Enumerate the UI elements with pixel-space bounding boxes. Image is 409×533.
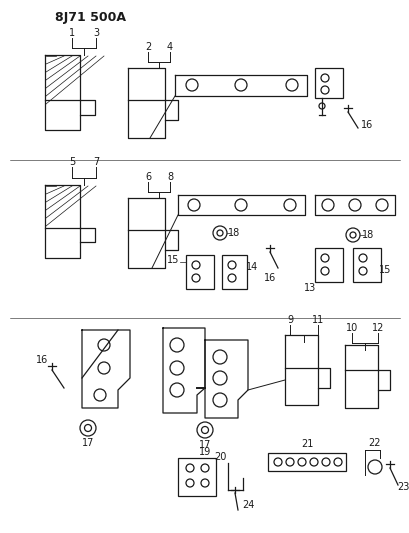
Polygon shape [128, 68, 178, 138]
Text: 24: 24 [241, 500, 254, 510]
Text: 17: 17 [198, 440, 211, 450]
Polygon shape [204, 340, 247, 418]
Polygon shape [45, 185, 95, 258]
Bar [178, 458, 216, 496]
Text: 2: 2 [144, 42, 151, 52]
Text: 20: 20 [213, 452, 226, 462]
Text: 7: 7 [93, 157, 99, 167]
Polygon shape [82, 330, 130, 408]
Bar [186, 255, 213, 289]
Text: 8: 8 [166, 172, 173, 182]
Polygon shape [163, 328, 204, 413]
Text: 18: 18 [227, 228, 240, 238]
Bar [314, 68, 342, 98]
Text: 13: 13 [303, 283, 315, 293]
Text: 16: 16 [36, 355, 48, 365]
Text: 23: 23 [396, 482, 408, 492]
Polygon shape [175, 75, 306, 96]
Text: 3: 3 [93, 28, 99, 38]
Text: 8J71 500A: 8J71 500A [55, 12, 126, 25]
Text: 17: 17 [82, 438, 94, 448]
Bar [221, 255, 246, 289]
Text: 16: 16 [360, 120, 372, 130]
Text: 14: 14 [245, 262, 258, 272]
Text: 22: 22 [368, 438, 380, 448]
Text: 9: 9 [286, 315, 292, 325]
Text: 4: 4 [166, 42, 173, 52]
Text: 19: 19 [198, 447, 211, 457]
Polygon shape [45, 55, 95, 130]
Polygon shape [178, 195, 304, 215]
Text: 6: 6 [145, 172, 151, 182]
Text: 1: 1 [69, 28, 75, 38]
Bar [314, 248, 342, 282]
Text: 21: 21 [300, 439, 312, 449]
Bar [267, 453, 345, 471]
Polygon shape [284, 335, 329, 405]
Bar [352, 248, 380, 282]
Polygon shape [128, 198, 178, 268]
Text: 12: 12 [371, 323, 383, 333]
Text: 18: 18 [361, 230, 373, 240]
Text: 10: 10 [345, 323, 357, 333]
Text: 16: 16 [263, 273, 275, 283]
Text: 15: 15 [166, 255, 179, 265]
Text: 11: 11 [311, 315, 324, 325]
Text: 5: 5 [69, 157, 75, 167]
Polygon shape [314, 195, 394, 215]
Text: 15: 15 [378, 265, 390, 275]
Polygon shape [344, 345, 389, 408]
